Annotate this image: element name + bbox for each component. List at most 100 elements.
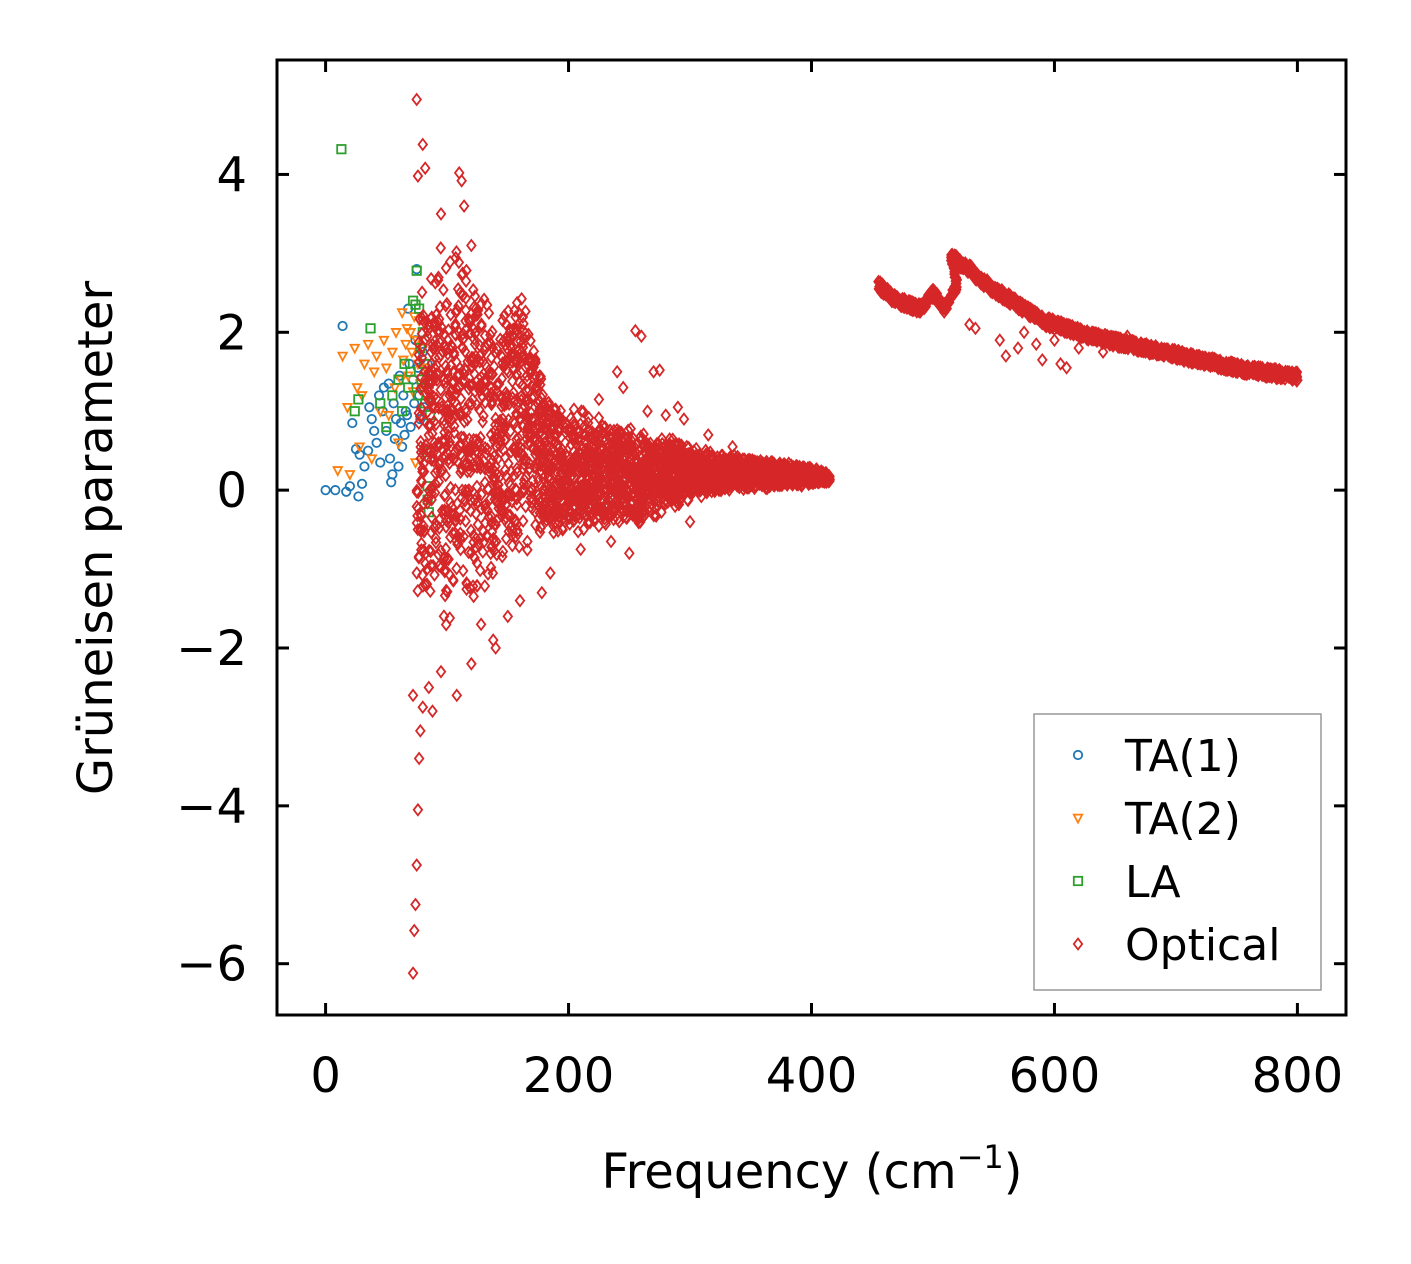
series-optical — [407, 92, 1303, 981]
data-point — [417, 308, 429, 323]
data-point — [453, 299, 464, 313]
data-point — [978, 272, 990, 286]
data-point — [565, 470, 576, 485]
data-point — [420, 332, 431, 347]
data-point — [364, 402, 375, 413]
data-point — [759, 460, 771, 475]
data-point — [412, 802, 424, 817]
data-point — [1286, 369, 1298, 384]
data-point — [433, 366, 445, 381]
data-point — [528, 356, 540, 371]
data-point — [440, 298, 452, 313]
data-point — [494, 413, 506, 428]
data-point — [551, 438, 563, 453]
data-point — [1291, 371, 1302, 385]
data-point — [471, 556, 483, 570]
data-point — [522, 422, 533, 437]
data-point — [640, 455, 651, 470]
data-point — [602, 492, 614, 507]
data-point — [524, 484, 536, 499]
data-point — [512, 490, 523, 505]
data-point — [690, 467, 702, 482]
data-point — [954, 256, 966, 271]
data-point — [590, 446, 601, 460]
data-point — [429, 567, 440, 582]
data-point — [503, 397, 515, 412]
data-point — [503, 524, 515, 539]
data-point — [602, 451, 613, 466]
data-point — [456, 430, 467, 445]
data-point — [485, 546, 497, 561]
legend-label: TA(1) — [1124, 731, 1241, 782]
data-point — [427, 481, 439, 495]
data-point — [431, 358, 442, 373]
data-point — [568, 470, 580, 484]
data-point — [359, 461, 370, 472]
data-point — [440, 390, 451, 405]
data-point — [1258, 364, 1270, 379]
data-point — [928, 290, 939, 305]
data-point — [618, 459, 630, 474]
data-point — [738, 470, 750, 485]
x-tick-label: 200 — [523, 1048, 615, 1104]
data-point — [440, 520, 452, 534]
data-point — [419, 577, 431, 592]
data-point — [1283, 368, 1295, 382]
data-point — [454, 439, 466, 454]
data-point — [534, 525, 546, 540]
data-point — [1209, 354, 1221, 368]
data-point — [450, 482, 461, 497]
data-point — [513, 539, 525, 554]
data-point — [685, 481, 697, 496]
data-point — [1061, 360, 1072, 375]
data-point — [344, 470, 356, 481]
legend-item: TA(2) — [1072, 794, 1241, 845]
data-point — [413, 354, 425, 369]
data-point — [467, 442, 478, 457]
data-point — [429, 476, 441, 491]
data-point — [471, 578, 483, 593]
x-tick-label: 800 — [1252, 1048, 1344, 1104]
data-point — [1146, 342, 1158, 357]
data-point — [1122, 329, 1133, 344]
data-point — [594, 422, 606, 437]
data-point — [625, 421, 637, 436]
data-point — [994, 287, 1005, 302]
data-point — [471, 479, 483, 494]
data-point — [375, 398, 386, 409]
data-point — [420, 546, 432, 561]
data-point — [525, 405, 537, 420]
data-point — [541, 404, 553, 419]
data-point — [486, 394, 498, 408]
data-point — [1061, 325, 1073, 340]
data-point — [568, 402, 580, 417]
data-point — [718, 463, 730, 478]
data-point — [463, 396, 475, 411]
data-point — [493, 501, 504, 516]
data-point — [508, 468, 520, 483]
data-point — [544, 566, 556, 580]
data-point — [478, 454, 490, 468]
data-point — [552, 524, 564, 538]
data-point — [496, 371, 508, 386]
data-point — [479, 579, 491, 593]
data-point — [555, 493, 567, 508]
data-point — [1231, 363, 1243, 378]
data-point — [506, 519, 518, 533]
data-point — [951, 272, 963, 287]
data-point — [1231, 356, 1243, 371]
data-point — [597, 503, 608, 518]
data-point — [623, 546, 635, 561]
data-point — [441, 551, 453, 566]
data-point — [445, 439, 457, 454]
data-point — [455, 391, 467, 406]
y-tick-label: −4 — [176, 779, 247, 835]
data-point — [463, 545, 474, 560]
data-point — [994, 333, 1006, 348]
data-point — [440, 261, 452, 275]
data-point — [665, 482, 676, 497]
data-point — [618, 503, 630, 518]
data-point — [436, 320, 448, 335]
